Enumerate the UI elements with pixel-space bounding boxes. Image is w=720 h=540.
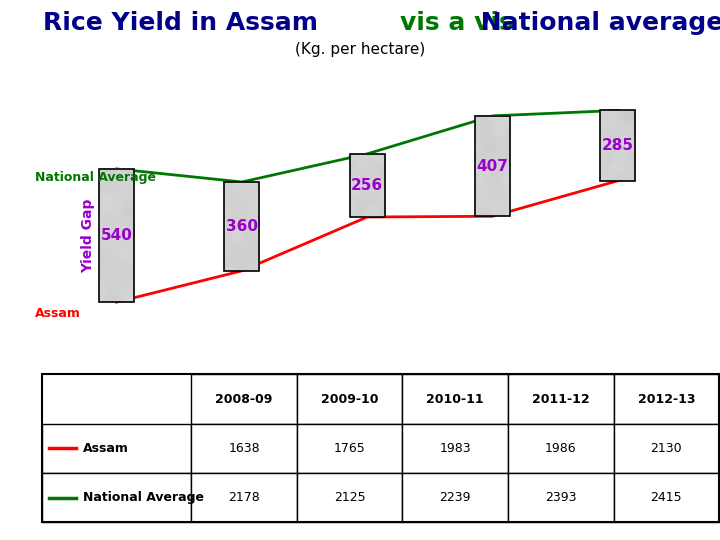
Text: vis a vis: vis a vis [400, 11, 513, 35]
Bar [613, 473, 719, 522]
Text: 2009-10: 2009-10 [321, 393, 378, 406]
Bar [192, 424, 297, 473]
Bar [42, 473, 192, 522]
Bar [99, 169, 134, 302]
Text: 2125: 2125 [334, 491, 366, 504]
Text: 1638: 1638 [228, 442, 260, 455]
Text: Assam: Assam [35, 307, 81, 320]
Bar [613, 374, 719, 424]
Text: 2130: 2130 [651, 442, 682, 455]
Text: 407: 407 [477, 159, 508, 173]
Bar [508, 424, 613, 473]
Text: 256: 256 [351, 178, 383, 193]
Bar [613, 424, 719, 473]
Text: 360: 360 [226, 219, 258, 234]
Text: Assam: Assam [83, 442, 129, 455]
Bar [297, 374, 402, 424]
Bar [192, 374, 297, 424]
Text: Rice Yield in Assam: Rice Yield in Assam [43, 11, 327, 35]
Bar [297, 424, 402, 473]
Bar [402, 473, 508, 522]
Text: National Average: National Average [35, 171, 156, 184]
Bar [42, 424, 192, 473]
Bar [402, 424, 508, 473]
Text: Yield Gap: Yield Gap [81, 198, 95, 273]
Bar [297, 473, 402, 522]
Bar [192, 473, 297, 522]
Text: National average: National average [472, 11, 720, 35]
Text: 285: 285 [602, 138, 634, 153]
Text: National Average: National Average [83, 491, 204, 504]
Bar [508, 473, 613, 522]
Text: 2011-12: 2011-12 [532, 393, 590, 406]
Text: 2008-09: 2008-09 [215, 393, 273, 406]
Text: 2012-13: 2012-13 [638, 393, 695, 406]
Text: 1765: 1765 [334, 442, 366, 455]
Bar [350, 154, 384, 217]
Text: 2393: 2393 [545, 491, 577, 504]
Text: 2178: 2178 [228, 491, 260, 504]
Text: (Kg. per hectare): (Kg. per hectare) [295, 42, 425, 57]
Text: 2239: 2239 [439, 491, 471, 504]
Text: 540: 540 [101, 228, 132, 243]
Text: 2010-11: 2010-11 [426, 393, 484, 406]
Bar [402, 374, 508, 424]
Bar [508, 374, 613, 424]
Bar [475, 116, 510, 217]
Text: 2415: 2415 [651, 491, 682, 504]
Text: 1983: 1983 [439, 442, 471, 455]
Text: 1986: 1986 [545, 442, 577, 455]
Bar [600, 111, 636, 181]
Bar [225, 182, 259, 271]
